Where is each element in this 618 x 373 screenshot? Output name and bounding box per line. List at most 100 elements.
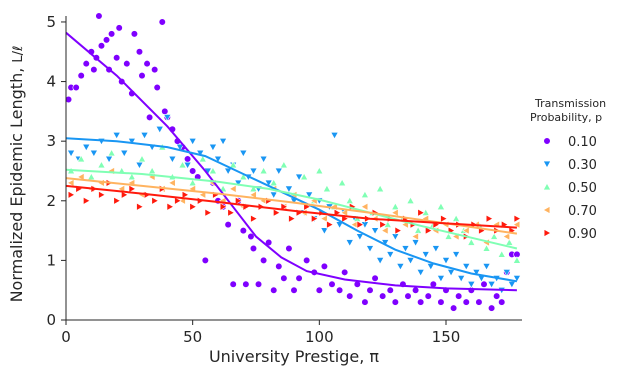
legend: Transmission Probability, p 0.10 0.30 0.50… <box>530 97 606 242</box>
data-point <box>208 143 218 152</box>
legend-item-0.10: 0.10 <box>543 135 597 150</box>
data-point <box>328 280 336 288</box>
data-point <box>417 208 425 217</box>
data-point <box>279 160 288 169</box>
legend-label: 0.10 <box>568 135 597 150</box>
data-point <box>379 292 387 300</box>
data-point <box>107 148 116 157</box>
data-point <box>379 220 387 229</box>
data-point <box>345 196 354 204</box>
data-point <box>89 149 98 158</box>
data-point <box>391 202 400 210</box>
data-point <box>280 274 288 282</box>
y-axis-title-group: Normalized Epidemic Length, L/ℓ <box>7 46 26 303</box>
data-point <box>305 191 314 200</box>
data-point <box>102 36 111 44</box>
legend-marker <box>543 137 551 145</box>
data-point <box>242 280 250 288</box>
data-point <box>115 24 123 32</box>
data-point <box>153 83 161 92</box>
data-point <box>512 275 522 283</box>
data-point <box>391 298 399 306</box>
data-point <box>462 298 470 306</box>
legend-marker <box>542 182 552 191</box>
data-point <box>77 154 86 163</box>
data-point <box>274 167 283 176</box>
data-point <box>437 298 445 306</box>
data-point <box>425 226 433 235</box>
data-point <box>168 155 177 164</box>
fit-line-0.50 <box>65 168 518 250</box>
x-axis-title: University Prestige, π <box>209 347 379 366</box>
data-point <box>229 160 238 169</box>
data-point <box>482 244 491 252</box>
data-point <box>136 202 144 211</box>
data-point <box>224 221 232 229</box>
data-point <box>336 286 344 294</box>
data-point <box>98 190 106 199</box>
data-point <box>201 256 209 264</box>
data-point <box>269 191 278 200</box>
data-point <box>455 292 463 300</box>
y-axis-title-symbol: L/ℓ <box>11 46 26 63</box>
data-point <box>505 238 514 246</box>
data-point <box>107 30 116 38</box>
data-point <box>189 167 197 175</box>
data-point <box>391 233 400 241</box>
data-point <box>338 178 347 187</box>
data-point <box>284 185 294 194</box>
y-axis: 0 1 2 3 4 5 <box>46 13 67 329</box>
data-point <box>239 226 247 235</box>
data-point <box>285 244 293 253</box>
y-axis-title: Normalized Epidemic Length, L/ℓ <box>7 46 26 303</box>
data-point <box>151 66 159 74</box>
legend-label: 0.30 <box>568 158 597 173</box>
data-point <box>280 202 289 211</box>
data-point <box>107 166 115 176</box>
data-point <box>412 286 420 294</box>
data-point <box>158 18 166 26</box>
data-point <box>254 280 263 288</box>
data-point <box>155 126 164 134</box>
data-point <box>120 149 129 158</box>
data-point <box>475 298 483 306</box>
data-point <box>380 226 389 235</box>
x-tick-label: 100 <box>305 328 334 346</box>
legend-title-line2: Probability, p <box>530 111 602 124</box>
data-point <box>472 269 481 277</box>
data-point <box>259 166 268 175</box>
data-point <box>113 196 121 205</box>
data-point <box>239 149 248 158</box>
data-point <box>396 263 405 271</box>
data-point <box>228 184 237 193</box>
data-point <box>198 154 207 163</box>
data-point <box>417 298 425 306</box>
data-point <box>446 269 456 277</box>
data-point <box>138 72 146 80</box>
data-point <box>235 196 243 205</box>
data-point <box>346 292 354 300</box>
data-point <box>249 244 258 253</box>
legend-title-line1: Transmission <box>534 97 606 110</box>
legend-item-0.50: 0.50 <box>542 181 597 196</box>
data-point <box>64 95 73 104</box>
data-point <box>90 66 98 74</box>
data-point <box>345 239 354 247</box>
data-point <box>273 208 281 217</box>
data-point <box>67 190 76 199</box>
data-point <box>83 196 91 205</box>
data-point <box>247 232 255 241</box>
data-point <box>315 286 323 294</box>
data-point <box>411 239 420 247</box>
data-point <box>290 286 298 294</box>
y-axis-title-text: Normalized Epidemic Length, <box>7 63 26 303</box>
data-point <box>376 184 385 193</box>
data-point <box>146 113 154 121</box>
data-point <box>502 232 510 241</box>
data-point <box>148 166 157 175</box>
data-point <box>493 292 501 300</box>
data-point <box>66 149 76 158</box>
data-point <box>406 257 415 265</box>
data-point <box>127 137 136 146</box>
y-tick-label: 2 <box>46 192 56 210</box>
